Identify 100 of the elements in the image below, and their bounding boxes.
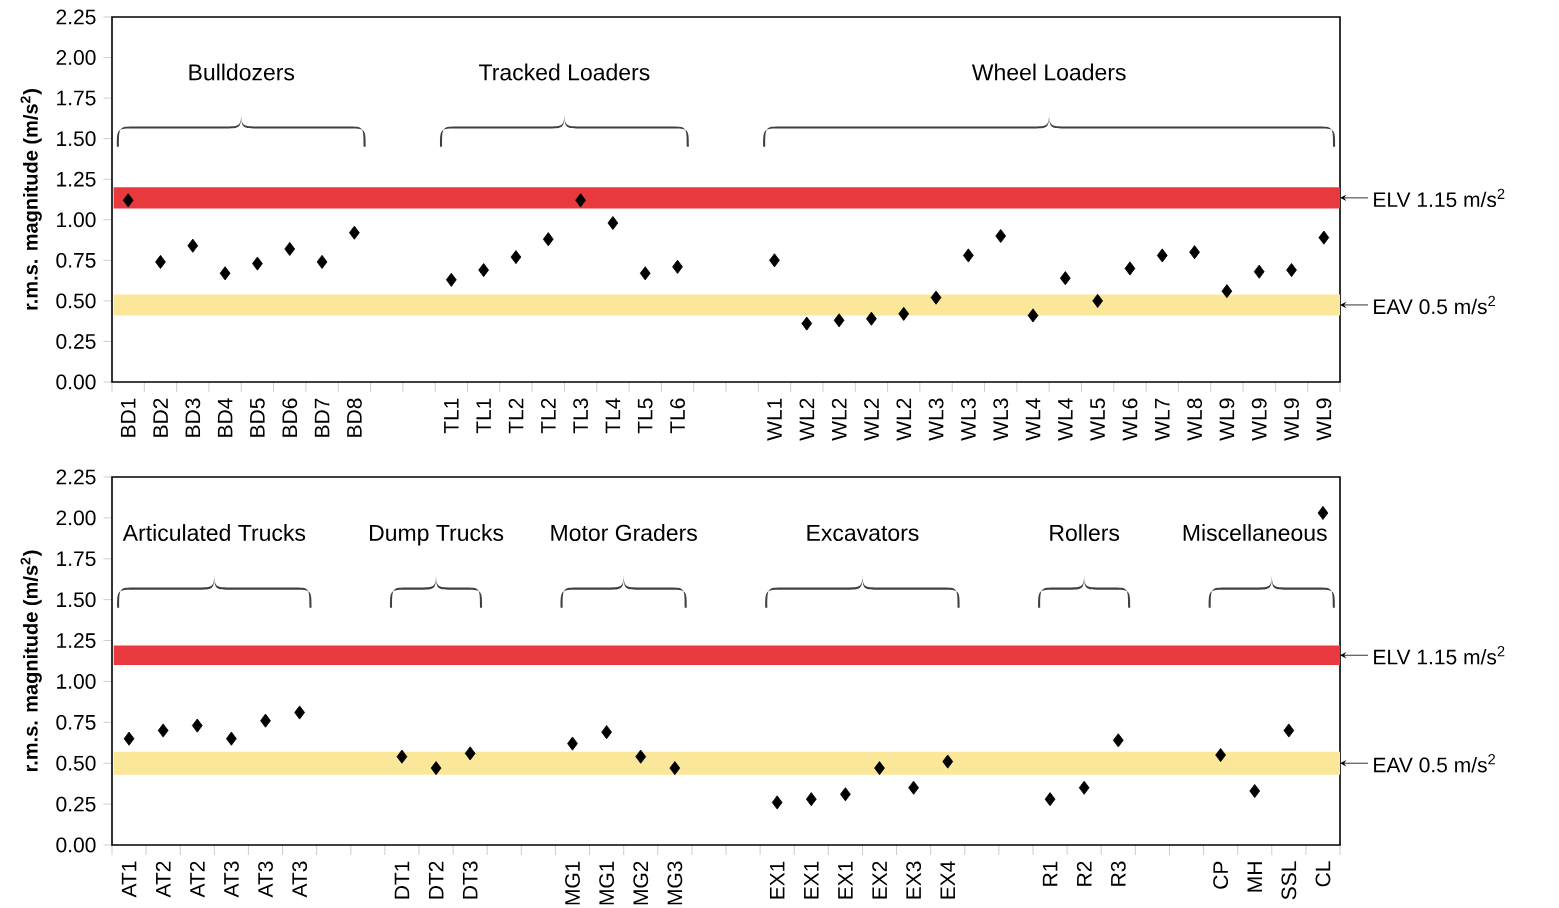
- point: [478, 263, 489, 278]
- x-tick-label: WL2: [799, 398, 815, 441]
- point: [1286, 263, 1297, 278]
- y-tick-label: 2.00: [56, 510, 96, 526]
- x-tick-label: R2: [1076, 861, 1092, 886]
- y-axis-title: r.m.s. magnitude (m/s$^{2}$): [20, 89, 42, 310]
- point: [995, 228, 1007, 243]
- point: [510, 250, 522, 265]
- point: [575, 193, 586, 208]
- x-tick-label: TL6: [670, 398, 685, 434]
- x-tick-label: WL2: [896, 398, 912, 441]
- x-tick-label: TL3: [573, 398, 589, 434]
- x-tick-label: EX4: [940, 861, 955, 899]
- point: [963, 248, 974, 263]
- band-label: ELV 1.15 m/s$^{2}$: [1374, 188, 1505, 208]
- x-tick-label: TL4: [605, 398, 621, 434]
- x-tick-label: BD7: [314, 398, 330, 437]
- annotation: Dump Trucks: [370, 524, 504, 546]
- point: [801, 316, 813, 331]
- y-tick-label: 2.00: [56, 50, 96, 65]
- x-tick-label: BD5: [250, 398, 265, 437]
- point: [1027, 308, 1039, 323]
- x-tick-label: BD1: [120, 398, 136, 437]
- annotation: Wheel Loaders: [971, 63, 1126, 81]
- annotation: Miscellaneous: [1183, 524, 1327, 541]
- x-tick-label: TL1: [476, 398, 491, 434]
- x-tick-label: MG1: [565, 861, 580, 905]
- x-tick-label: WL1: [767, 398, 782, 441]
- y-tick-label: 1.25: [57, 633, 96, 648]
- point: [445, 272, 457, 287]
- y-tick-label: 1.50: [57, 131, 96, 147]
- x-tick-label: EX1: [804, 861, 819, 899]
- point: [672, 259, 683, 274]
- point: [1092, 293, 1103, 308]
- y-tick-label: 2.25: [56, 469, 96, 485]
- point: [1215, 748, 1226, 763]
- point: [1112, 733, 1124, 748]
- x-tick-label: AT3: [292, 861, 308, 898]
- point: [123, 731, 135, 746]
- point: [601, 725, 612, 740]
- y-tick-label: 0.75: [56, 252, 96, 268]
- x-tick-label: AT2: [189, 861, 205, 898]
- point: [567, 736, 578, 751]
- y-tick-label: 1.75: [57, 551, 96, 567]
- point: [866, 311, 877, 326]
- y-tick-label: 0.25: [56, 796, 96, 812]
- x-tick-label: WL9: [1251, 398, 1267, 441]
- x-tick-label: CL: [1315, 861, 1331, 887]
- point: [898, 306, 910, 321]
- x-tick-label: MG1: [599, 861, 615, 905]
- x-tick-label: EX2: [872, 861, 887, 899]
- point: [1059, 271, 1071, 286]
- annotation: Excavators: [807, 524, 919, 541]
- point: [1078, 780, 1090, 795]
- x-tick-label: EX3: [906, 861, 922, 899]
- point: [430, 761, 442, 776]
- x-tick-label: AT3: [223, 861, 239, 898]
- x-tick-label: BD6: [282, 398, 298, 437]
- x-tick-label: TL2: [508, 398, 524, 434]
- point: [1317, 505, 1329, 520]
- point: [155, 254, 166, 269]
- x-tick-label: R1: [1042, 861, 1058, 886]
- x-tick-label: WL4: [1025, 398, 1041, 441]
- x-tick-label: BD4: [217, 398, 233, 437]
- annotation: Rollers: [1050, 524, 1120, 541]
- point: [1253, 264, 1265, 279]
- y-tick-label: 1.00: [57, 212, 96, 228]
- y-tick-label: 0.50: [56, 755, 96, 771]
- point: [1318, 230, 1330, 245]
- point: [396, 749, 408, 764]
- x-tick-label: DT2: [428, 861, 444, 899]
- y-tick-label: 0.25: [56, 334, 96, 349]
- y-axis-title: r.m.s. magnitude (m/s$^{2}$): [20, 550, 42, 772]
- x-tick-label: WL6: [1122, 398, 1138, 441]
- y-tick-label: 0.00: [56, 374, 96, 390]
- band-label: EAV 0.5 m/s$^{2}$: [1374, 754, 1495, 773]
- point: [1156, 248, 1168, 263]
- x-tick-label: WL2: [831, 398, 847, 441]
- x-tick-label: WL3: [993, 398, 1009, 441]
- x-tick-label: WL3: [960, 398, 976, 441]
- band-label: ELV 1.15 m/s$^{2}$: [1374, 646, 1505, 665]
- point: [260, 713, 271, 728]
- x-tick-label: BD2: [153, 398, 168, 437]
- point: [219, 266, 231, 281]
- point: [122, 193, 134, 208]
- point: [639, 266, 651, 281]
- x-tick-label: EX1: [838, 861, 853, 899]
- point: [771, 795, 783, 810]
- point: [607, 216, 619, 231]
- point: [1283, 723, 1295, 738]
- y-tick-label: 1.50: [57, 592, 96, 608]
- y-tick-label: 0.75: [56, 714, 96, 730]
- x-tick-label: WL9: [1219, 398, 1235, 441]
- x-tick-label: BD3: [185, 398, 201, 437]
- y-tick-label: 0.00: [56, 837, 96, 853]
- point: [930, 290, 942, 305]
- point: [908, 780, 919, 795]
- x-tick-label: AT2: [155, 861, 171, 898]
- annotation: Bulldozers: [189, 63, 295, 81]
- point: [874, 761, 885, 776]
